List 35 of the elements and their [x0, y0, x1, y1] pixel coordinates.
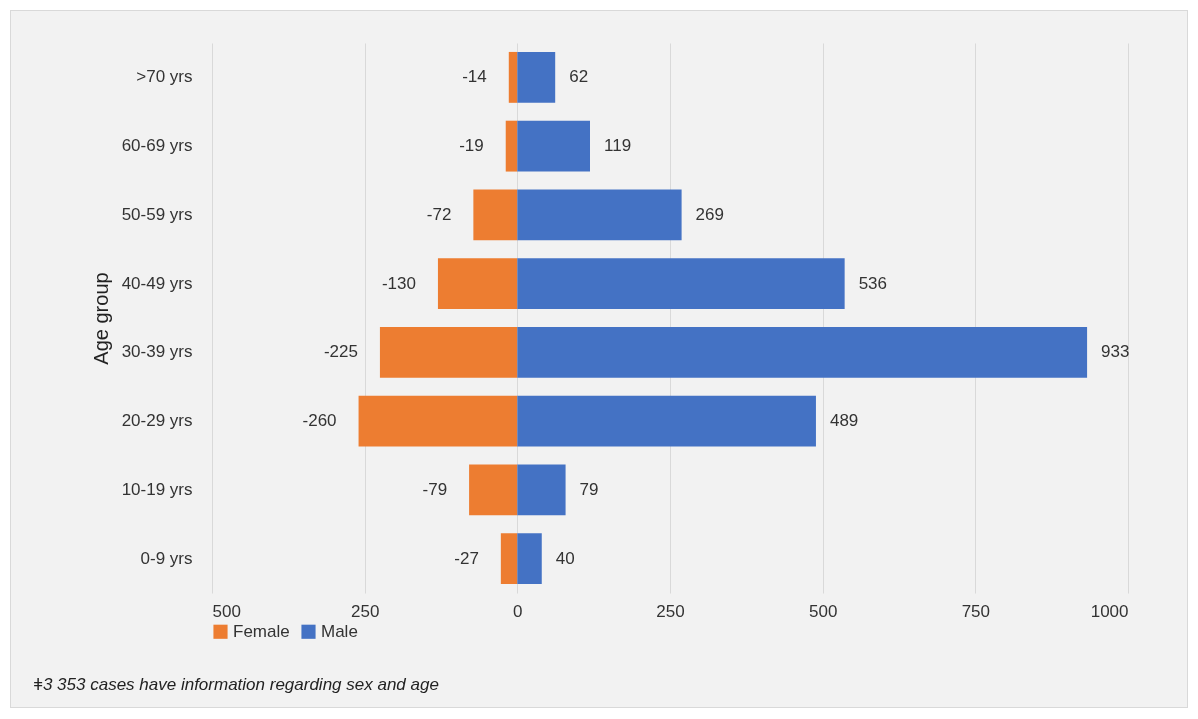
data-label: 119 — [604, 136, 632, 156]
y-tick-label: >70 yrs — [136, 67, 193, 87]
data-label: -225 — [323, 342, 358, 362]
data-label: 489 — [829, 411, 859, 431]
x-tick-label: 250 — [656, 601, 685, 621]
legend-label: Male — [321, 621, 358, 641]
y-tick-label: 30-39 yrs — [121, 342, 193, 362]
y-tick-label: 40-49 yrs — [121, 273, 193, 293]
legend-label: Female — [233, 621, 290, 641]
data-label: -14 — [462, 67, 487, 87]
data-label: -27 — [454, 548, 479, 568]
data-label: 536 — [858, 273, 888, 293]
data-label: -130 — [381, 273, 416, 293]
data-label: -19 — [459, 136, 484, 156]
x-tick-label: 0 — [513, 601, 523, 621]
data-label: -260 — [302, 411, 337, 431]
x-tick-label: 250 — [350, 601, 380, 621]
x-tick-label: 1000 — [1090, 601, 1129, 621]
data-label: 933 — [1101, 342, 1130, 362]
y-tick-label: 20-29 yrs — [121, 411, 193, 431]
text: ǂ3 353 cases have information regarding sex and age — [33, 675, 439, 695]
data-label: 40 — [555, 548, 575, 568]
data-label: 62 — [569, 67, 589, 87]
x-tick-label: 500 — [808, 601, 838, 621]
y-tick-label: 10-19 yrs — [121, 479, 193, 499]
y-tick-label: 0-9 yrs — [140, 548, 193, 568]
data-label: 79 — [579, 479, 599, 499]
data-label: -79 — [422, 479, 448, 499]
y-tick-label: 50-59 yrs — [121, 204, 193, 224]
x-tick-label: 750 — [961, 601, 991, 621]
data-label: -72 — [426, 204, 452, 224]
y-tick-label: 60-69 yrs — [121, 136, 193, 156]
data-label: 269 — [695, 204, 724, 224]
y-axis-title: Age group — [89, 272, 112, 365]
x-tick-label: 500 — [212, 601, 241, 621]
